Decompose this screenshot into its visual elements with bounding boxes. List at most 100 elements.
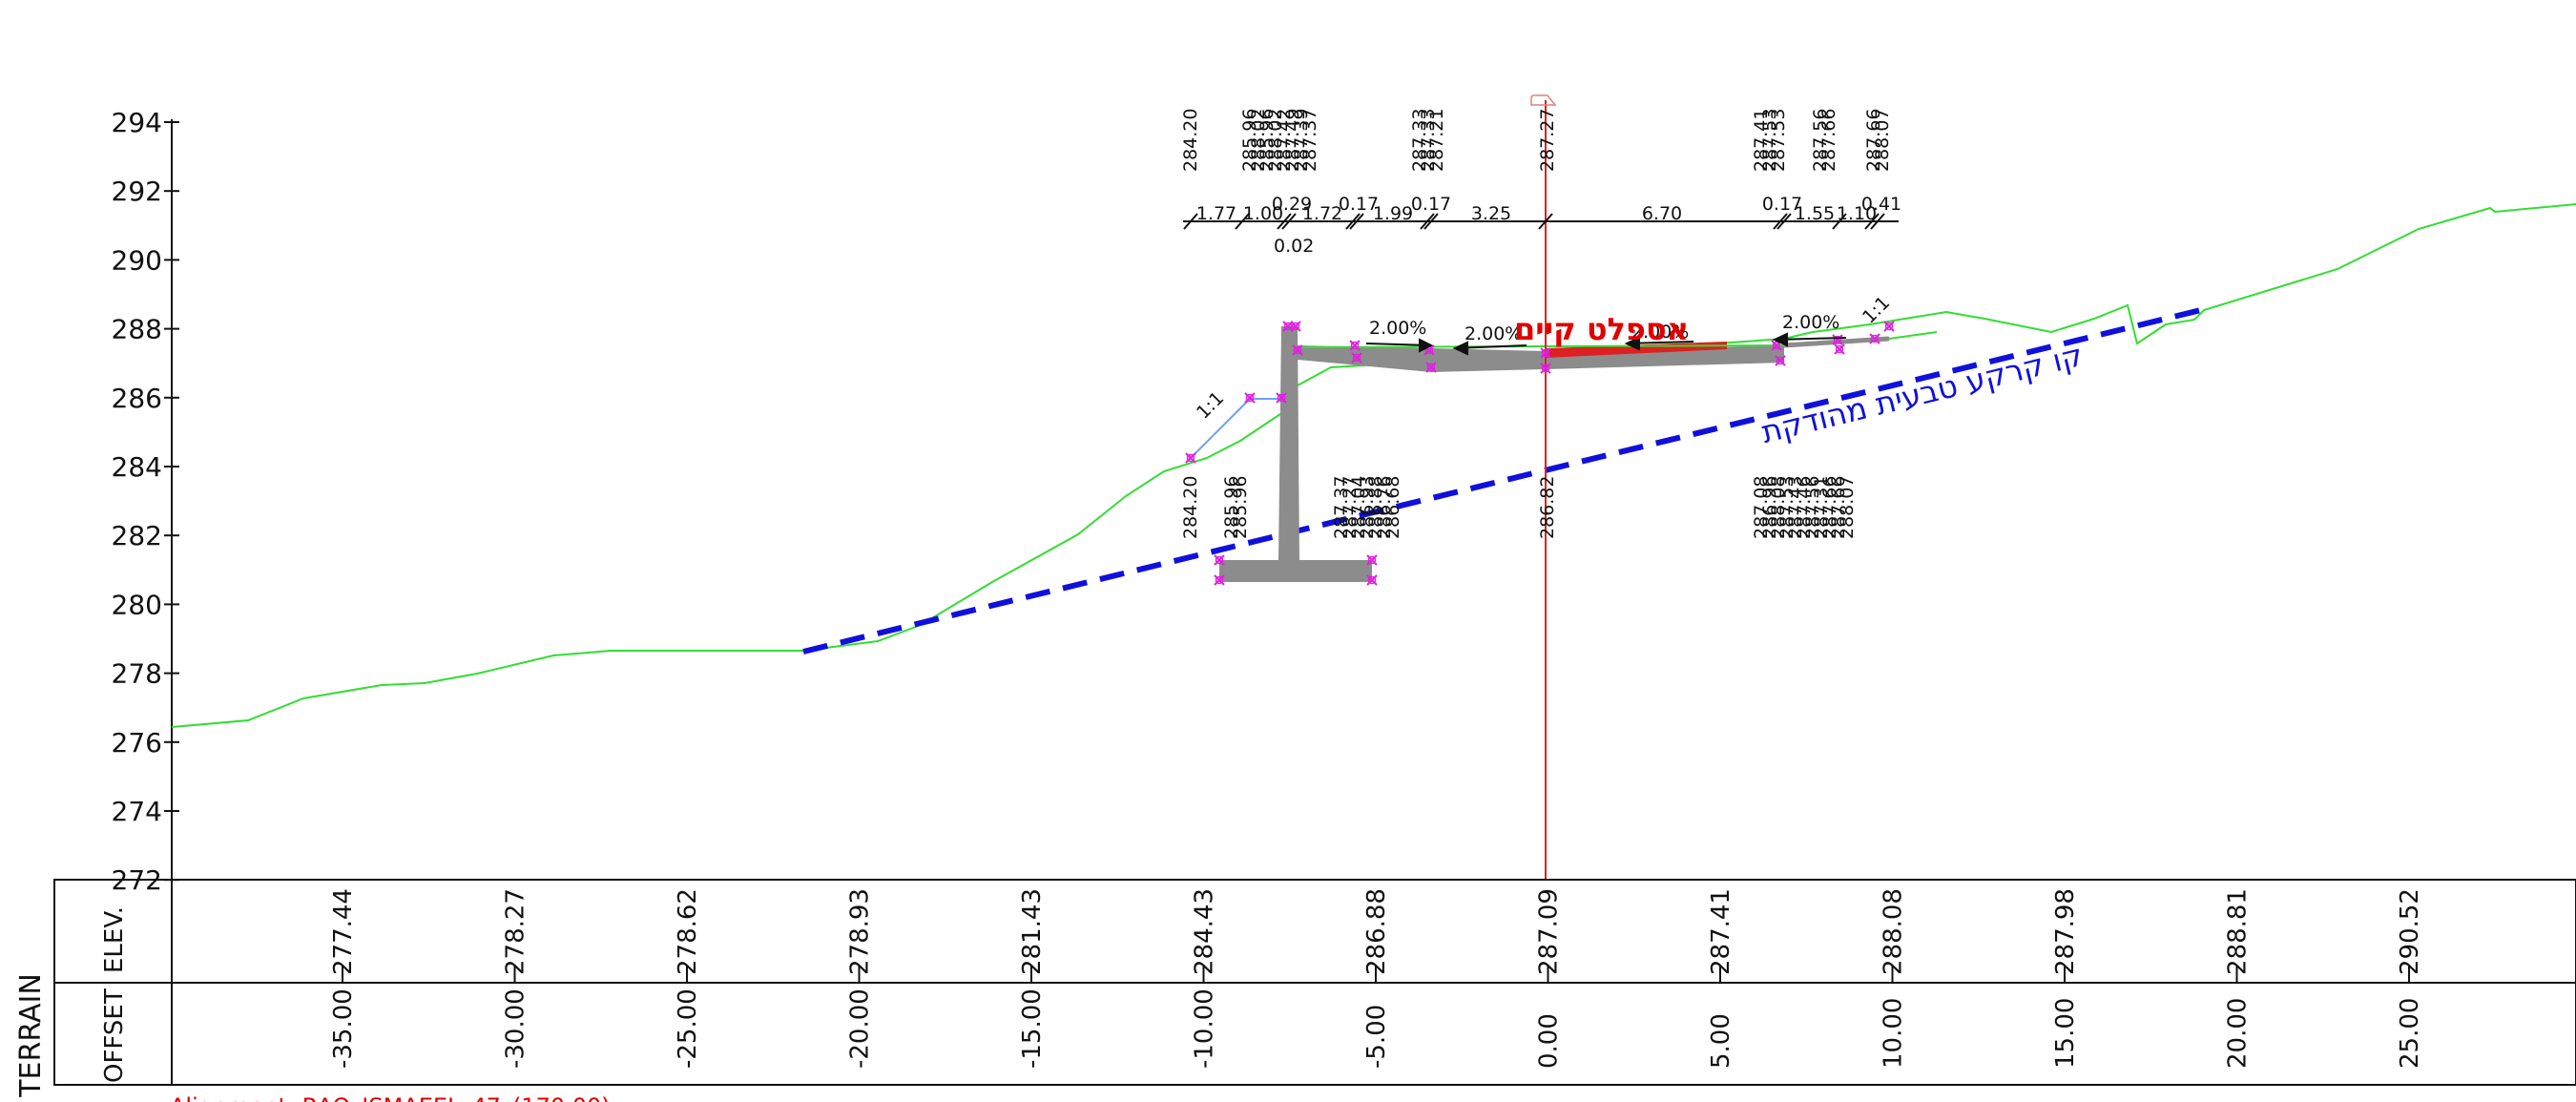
y-tick-label: 276 (112, 727, 162, 759)
top-elevation-label: 287.39 (1291, 109, 1312, 172)
dimension-value: 1.00 (1243, 203, 1283, 224)
point-marker (1883, 321, 1895, 332)
y-tick-label: 288 (112, 314, 162, 345)
top-elevation-label: 287.27 (1537, 109, 1558, 172)
bottom-elevation-label: 287.53 (1776, 476, 1797, 539)
point-marker (1366, 574, 1378, 586)
bottom-elevation-label: 286.96 (1759, 476, 1780, 539)
point-marker (1366, 554, 1378, 566)
y-tick-label: 282 (112, 520, 162, 551)
table-offset-value: 20.00 (2224, 998, 2253, 1069)
table-offset-value: 25.00 (2396, 998, 2424, 1069)
y-tick-label: 290 (112, 244, 162, 276)
point-marker (1292, 344, 1303, 356)
alignment-footer: Alignment: RAQ_ISMAEEL_47_(170.00) (170, 1093, 611, 1102)
bottom-elevation-label: 287.04 (1348, 476, 1369, 539)
top-elevation-label: 287.42 (1274, 109, 1295, 172)
dimension-value: 1.10 (1837, 203, 1877, 224)
table-side-label: TERRAIN (14, 973, 48, 1098)
slope-label-2: 2.00% (1465, 323, 1522, 344)
slope-label-3: 2.00% (1631, 322, 1689, 343)
y-tick-label: 284 (112, 451, 162, 483)
point-marker (1214, 574, 1225, 586)
dimension-value: 1.55 (1795, 203, 1835, 224)
table-elev-value: 278.27 (502, 888, 530, 975)
table-offset-value: -25.00 (674, 988, 702, 1069)
compacted-soil-label: קו קרקע טבעית מהודקת (1757, 337, 2087, 450)
dimension-value: 0.41 (1861, 194, 1901, 215)
dimension-below: 0.02 (1274, 236, 1314, 257)
top-elevation-label: 287.56 (1810, 109, 1831, 172)
point-marker (1349, 340, 1361, 351)
point-marker (1276, 392, 1287, 404)
bottom-elevation-label: 286.82 (1537, 476, 1558, 539)
table-row-offset-label: OFFSET (100, 988, 129, 1083)
point-marker (1834, 343, 1845, 355)
table-elev-value: 290.52 (2396, 888, 2424, 975)
table-columns: 277.44 -35.00 278.27 -30.00 278.62 -25.00 278.… (329, 888, 2424, 1069)
top-elevation-label: 287.41 (1751, 109, 1772, 172)
dimension-value: 6.70 (1642, 203, 1682, 224)
table-offset-value: -10.00 (1191, 988, 1219, 1069)
y-tick-label: 294 (112, 107, 162, 138)
dimension-value: 0.17 (1339, 194, 1379, 215)
dimension-value: 0.29 (1272, 194, 1312, 215)
dimension-line (1183, 213, 1899, 230)
top-elevation-label: 287.33 (1409, 109, 1430, 172)
bottom-elevation-label: 287.66 (1828, 476, 1849, 539)
point-markers (1185, 321, 1895, 586)
bottom-elevation-label: 287.56 (1802, 476, 1823, 539)
top-elevation-label: 285.96 (1257, 109, 1278, 172)
table-offset-value: -35.00 (329, 988, 358, 1069)
bottom-elevation-label: 286.76 (1374, 476, 1395, 539)
table-offset-value: 5.00 (1707, 1013, 1735, 1069)
bottom-elevation-label: 287.08 (1751, 476, 1772, 539)
y-tick-label: 278 (112, 658, 162, 690)
top-elevation-label: 284.20 (1180, 109, 1201, 172)
bottom-elevation-label: 285.96 (1230, 476, 1251, 539)
table-elev-value: 278.62 (674, 888, 702, 975)
slope-label-4: 2.00% (1782, 312, 1839, 333)
bottom-elevation-label: 287.46 (1794, 476, 1815, 539)
table-elev-value: 286.88 (1362, 888, 1391, 975)
bottom-elevation-label: 287.31 (1811, 476, 1832, 539)
top-elevation-label: 287.53 (1768, 109, 1789, 172)
point-marker (1869, 333, 1880, 344)
top-elevation-label: 287.53 (1759, 109, 1780, 172)
table-elev-value: 281.43 (1018, 888, 1047, 975)
top-elevation-label: 288.02 (1248, 109, 1269, 172)
point-marker (1540, 347, 1551, 359)
bottom-elevation-label: 287.27 (1340, 476, 1361, 539)
bottom-elevation-label: 284.20 (1180, 476, 1201, 539)
top-elevation-label: 288.07 (1872, 109, 1893, 172)
dimension-value: 0.17 (1762, 194, 1802, 215)
bottom-elevation-label: 287.37 (1331, 476, 1352, 539)
point-marker (1540, 363, 1551, 374)
dimension-value: 1.77 (1196, 203, 1236, 224)
bottom-elevation-label: 285.96 (1221, 476, 1242, 539)
table-offset-value: 0.00 (1535, 1013, 1564, 1069)
slope-label-1: 2.00% (1369, 318, 1426, 339)
point-marker (1214, 554, 1225, 566)
bottom-elevation-label: 286.68 (1382, 476, 1403, 539)
table-offset-value: 10.00 (1880, 998, 1908, 1069)
bottom-elevation-label: 287.66 (1819, 476, 1840, 539)
table-offset-value: -20.00 (846, 988, 875, 1069)
bottom-elevation-label: 286.93 (1357, 476, 1378, 539)
table-elev-value: 287.41 (1707, 888, 1735, 975)
bottom-elevation-label: 288.07 (1837, 476, 1858, 539)
point-marker (1185, 452, 1196, 464)
top-elevation-labels: 284.20 285.96288.02285.96288.02287.42287.… (1180, 109, 1893, 172)
bottom-elevation-label: 286.88 (1365, 476, 1386, 539)
slope-ratio-left: 1:1 (1193, 387, 1228, 423)
dimension-value: 1.99 (1373, 203, 1413, 224)
table-elev-value: 284.43 (1191, 888, 1219, 975)
existing-terrain-line (171, 203, 2576, 728)
table-elev-value: 278.93 (846, 888, 875, 975)
top-elevation-label: 287.37 (1299, 109, 1320, 172)
table-elev-value: 287.98 (2051, 888, 2080, 975)
top-elevation-label: 288.02 (1265, 109, 1286, 172)
centerline (1530, 94, 1557, 880)
